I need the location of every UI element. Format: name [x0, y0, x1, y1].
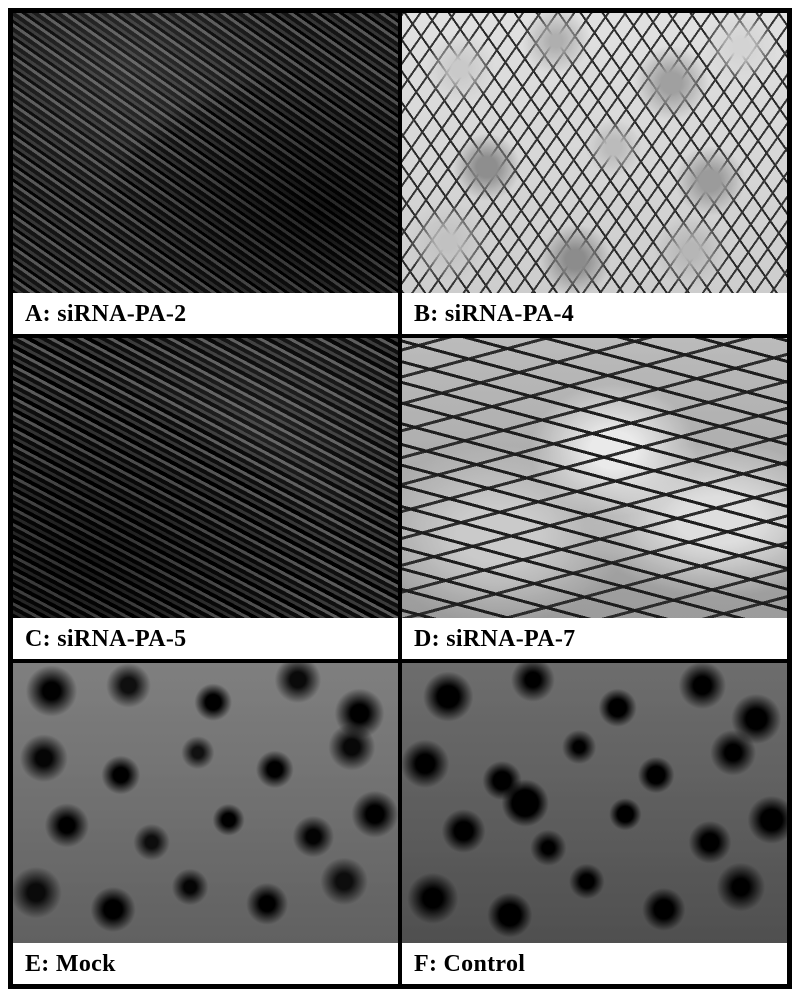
panel-a: A: siRNA-PA-2 — [11, 11, 400, 336]
panel-c: C: siRNA-PA-5 — [11, 336, 400, 661]
figure-panel-grid: A: siRNA-PA-2 B: siRNA-PA-4 C: siRNA-PA-… — [8, 8, 792, 989]
micrograph-image — [13, 663, 398, 943]
panel-label: B: siRNA-PA-4 — [402, 293, 787, 334]
micrograph-image — [13, 338, 398, 618]
panel-label: D: siRNA-PA-7 — [402, 618, 787, 659]
panel-f: F: Control — [400, 661, 789, 986]
micrograph-image — [13, 13, 398, 293]
panel-label: E: Mock — [13, 943, 398, 984]
panel-e: E: Mock — [11, 661, 400, 986]
micrograph-image — [402, 663, 787, 943]
panel-label: A: siRNA-PA-2 — [13, 293, 398, 334]
micrograph-image — [402, 13, 787, 293]
panel-label: F: Control — [402, 943, 787, 984]
micrograph-image — [402, 338, 787, 618]
panel-b: B: siRNA-PA-4 — [400, 11, 789, 336]
panel-label: C: siRNA-PA-5 — [13, 618, 398, 659]
panel-d: D: siRNA-PA-7 — [400, 336, 789, 661]
